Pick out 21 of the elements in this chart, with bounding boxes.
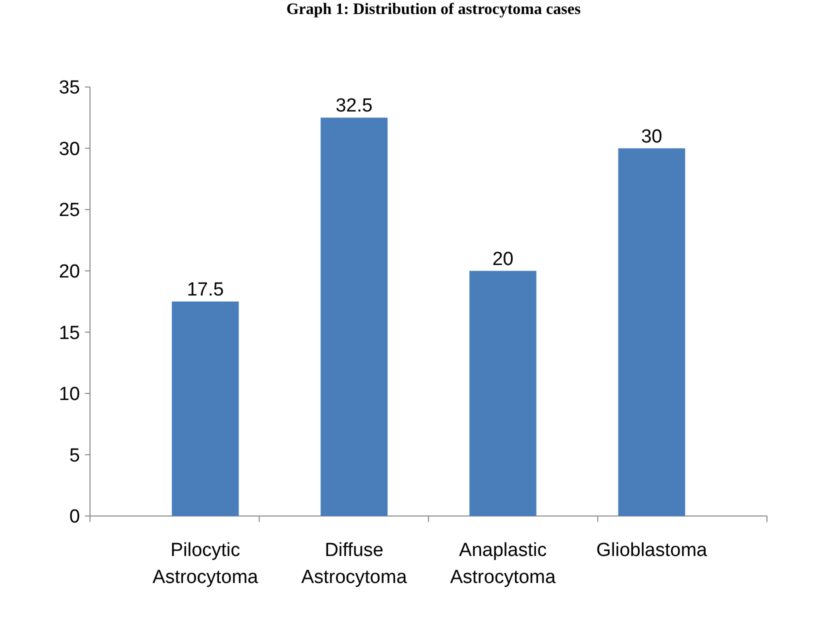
y-tick-label: 20	[58, 262, 80, 283]
chart-title: Graph 1: Distribution of astrocytoma cases	[286, 1, 581, 18]
data-label: 17.5	[186, 280, 224, 300]
bar	[320, 118, 388, 516]
x-tick-label: Anaplastic Astrocytoma	[450, 540, 556, 588]
y-tick-label: 15	[58, 322, 80, 344]
y-tick-label: 5	[69, 445, 80, 466]
y-tick-label: 10	[58, 384, 80, 406]
data-label: 32.5	[336, 96, 373, 117]
y-tick-label: 25	[58, 200, 80, 222]
bar	[618, 148, 686, 516]
y-tick-label: 35	[58, 78, 80, 99]
x-tick-label: Pilocytic Astrocytoma	[152, 540, 259, 588]
y-tick-label: 30	[58, 138, 80, 160]
bar	[469, 270, 536, 516]
x-tick-label: Diffuse Astrocytoma	[301, 540, 408, 588]
bar	[172, 302, 239, 516]
data-label: 20	[492, 248, 514, 270]
y-tick-label: 0	[69, 506, 80, 528]
data-label: 30	[641, 126, 662, 148]
x-tick-label: Glioblastoma	[596, 540, 708, 561]
